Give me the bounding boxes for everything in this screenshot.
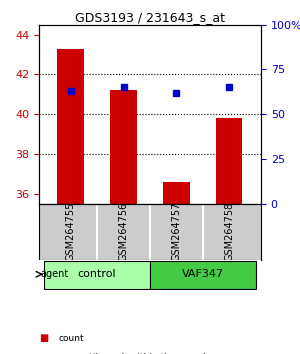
Bar	[110, 90, 137, 204]
Text: GSM264758: GSM264758	[224, 202, 234, 261]
Text: ■: ■	[39, 333, 48, 343]
Text: control: control	[78, 269, 116, 279]
Text: ■: ■	[39, 353, 48, 354]
Bar	[216, 118, 242, 204]
FancyBboxPatch shape	[44, 261, 150, 289]
Text: GSM264756: GSM264756	[118, 202, 129, 261]
Text: count: count	[58, 333, 84, 343]
Text: GSM264757: GSM264757	[171, 202, 182, 261]
Text: GSM264755: GSM264755	[66, 202, 76, 261]
Text: agent: agent	[40, 269, 68, 279]
Title: GDS3193 / 231643_s_at: GDS3193 / 231643_s_at	[75, 11, 225, 24]
Bar	[58, 48, 84, 204]
Text: percentile rank within the sample: percentile rank within the sample	[58, 353, 212, 354]
Text: VAF347: VAF347	[182, 269, 224, 279]
FancyBboxPatch shape	[150, 261, 256, 289]
Bar	[163, 182, 190, 204]
